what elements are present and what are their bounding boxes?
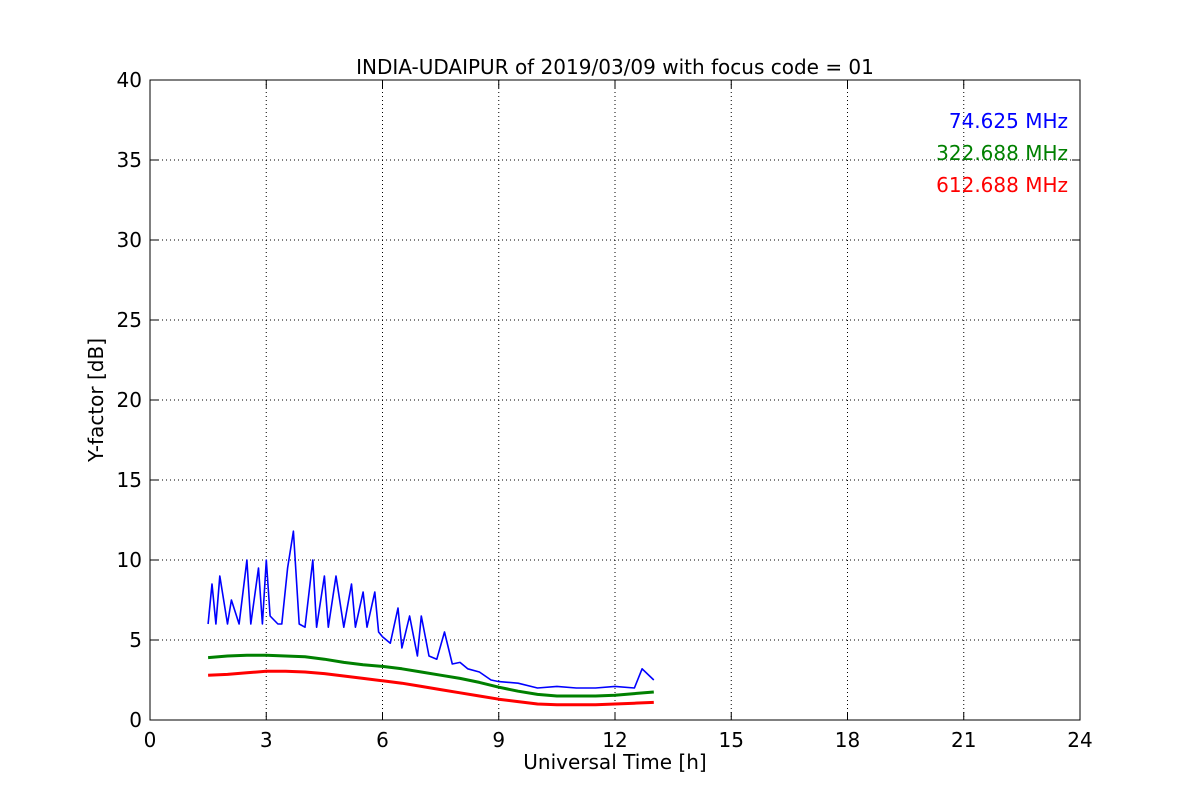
ticks: 0 3 6 9 12 15 18 21 24 0 5 10 15 20 25 30 35 40 <box>117 68 1093 752</box>
x-axis-label: Universal Time [h] <box>523 750 706 774</box>
legend-entry: 74.625 MHz <box>949 109 1068 133</box>
series-line-2 <box>207 653 654 698</box>
chart-title: INDIA-UDAIPUR of 2019/03/09 with focus c… <box>356 55 874 79</box>
grid <box>150 80 1080 720</box>
series-line-3 <box>208 669 654 707</box>
x-tick-label: 15 <box>719 728 744 752</box>
legend: 74.625 MHz 322.688 MHz 612.688 MHz <box>936 109 1068 197</box>
y-tick-label: 15 <box>117 468 142 492</box>
x-tick-label: 12 <box>602 728 627 752</box>
x-tick-label: 6 <box>376 728 389 752</box>
legend-entry: 322.688 MHz <box>936 141 1068 165</box>
x-tick-label: 0 <box>144 728 157 752</box>
series-group <box>207 530 655 707</box>
y-tick-label: 10 <box>117 548 142 572</box>
y-tick-label: 0 <box>129 708 142 732</box>
y-tick-label: 20 <box>117 388 142 412</box>
y-tick-label: 30 <box>117 228 142 252</box>
y-tick-label: 5 <box>129 628 142 652</box>
x-tick-label: 21 <box>951 728 976 752</box>
x-tick-label: 24 <box>1067 728 1092 752</box>
x-tick-label: 9 <box>492 728 505 752</box>
y-axis-label: Y-factor [dB] <box>84 338 108 463</box>
x-tick-label: 18 <box>835 728 860 752</box>
x-tick-label: 3 <box>260 728 273 752</box>
y-tick-label: 40 <box>117 68 142 92</box>
y-tick-label: 35 <box>117 148 142 172</box>
y-tick-label: 25 <box>117 308 142 332</box>
series-line-1 <box>207 530 655 689</box>
legend-entry: 612.688 MHz <box>936 173 1068 197</box>
